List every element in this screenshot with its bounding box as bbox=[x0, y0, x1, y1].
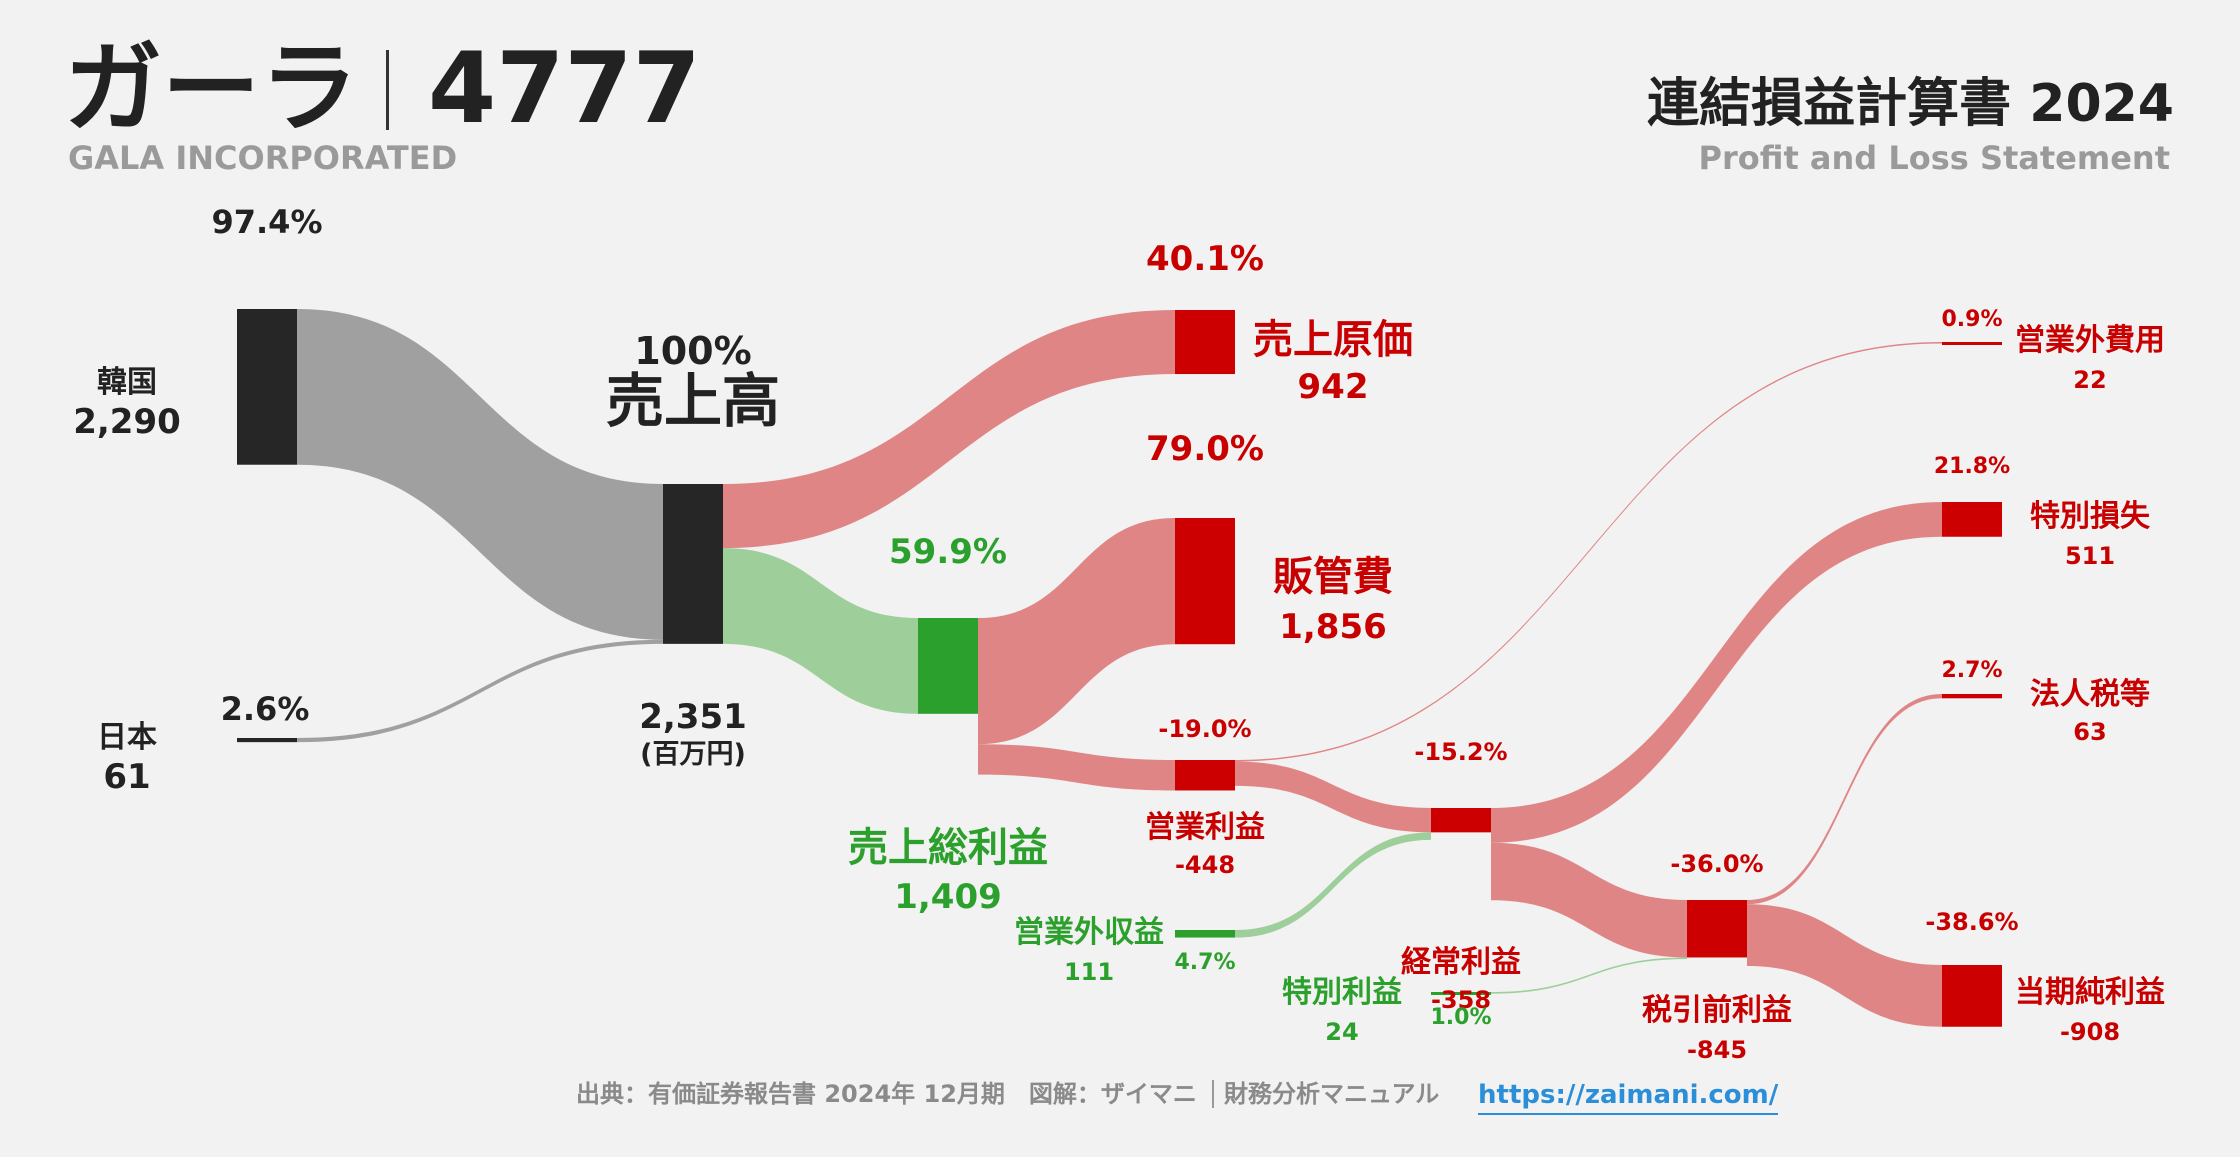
cogs-pct-label: 40.1% bbox=[1146, 239, 1264, 279]
footer-url-link[interactable]: https://zaimani.com/ bbox=[1478, 1080, 1779, 1115]
net-node-bar bbox=[1942, 965, 2002, 1027]
nonop-expense-value-label: 22 bbox=[2073, 366, 2107, 394]
nonop-income-label: 営業外収益 bbox=[1014, 915, 1164, 950]
flow-revenue-to-gross bbox=[723, 548, 918, 714]
stock-code: 4777 bbox=[428, 32, 701, 146]
statement-subtitle: Profit and Loss Statement bbox=[1698, 139, 2170, 177]
flow-ext-gain-to-pretax bbox=[1491, 957, 1687, 994]
op-value-label: -448 bbox=[1174, 851, 1236, 879]
korea-node-bar bbox=[237, 309, 297, 465]
flow-ordinary-to-pretax bbox=[1491, 842, 1687, 958]
korea-label: 韓国 bbox=[97, 365, 157, 400]
ext-loss-label: 特別損失 bbox=[2030, 499, 2150, 534]
sga-pct-label: 79.0% bbox=[1146, 429, 1264, 469]
ordinary-label: 経常利益 bbox=[1401, 945, 1521, 980]
ext-loss-node-bar bbox=[1942, 502, 2002, 537]
footer-source: 出典：有価証券報告書 2024年 12月期 図解：ザイマニ bbox=[576, 1080, 1197, 1108]
company-english-name: GALA INCORPORATED bbox=[68, 139, 458, 177]
flow-japan-to-revenue bbox=[297, 639, 663, 743]
flow-korea-to-revenue bbox=[297, 309, 663, 640]
gross-node-bar bbox=[918, 618, 978, 714]
sga-label: 販管費 bbox=[1273, 554, 1393, 600]
op-label: 営業利益 bbox=[1145, 810, 1265, 845]
gross-value-label: 1,409 bbox=[894, 877, 1002, 917]
footer-separator bbox=[1212, 1080, 1214, 1108]
flow-gross-to-op bbox=[978, 744, 1175, 791]
flow-nonop-income-to-ordinary bbox=[1235, 832, 1431, 938]
cogs-node-bar bbox=[1175, 310, 1235, 375]
flow-gross-to-sga bbox=[978, 518, 1175, 745]
ordinary-pct-label: -15.2% bbox=[1414, 738, 1508, 766]
pretax-node-bar bbox=[1687, 900, 1747, 958]
nonop-exp-node-bar bbox=[1942, 342, 2002, 345]
net-pct-label: -38.6% bbox=[1925, 908, 2019, 936]
gross-pct-label: 59.9% bbox=[889, 532, 1007, 572]
ext-gain-node-bar bbox=[1431, 992, 1491, 995]
cogs-value-label: 942 bbox=[1297, 367, 1369, 407]
korea-value-label: 2,290 bbox=[73, 402, 181, 442]
header-separator bbox=[386, 50, 389, 130]
company-name: ガーラ bbox=[64, 32, 359, 146]
statement-title: 連結損益計算書 2024 bbox=[1647, 74, 2174, 134]
ext-loss-pct-label: 21.8% bbox=[1933, 454, 2011, 479]
op-node-bar bbox=[1175, 760, 1235, 791]
tax-value-label: 63 bbox=[2073, 718, 2107, 746]
nonop-inc-node-bar bbox=[1175, 930, 1235, 938]
nonop-income-value-label: 111 bbox=[1063, 958, 1115, 986]
ext-gain-label: 特別利益 bbox=[1282, 975, 1402, 1010]
gross-label: 売上総利益 bbox=[848, 825, 1048, 871]
korea-pct-label: 97.4% bbox=[211, 203, 323, 241]
ext-gain-pct-label: 1.0% bbox=[1430, 1005, 1492, 1030]
japan-node-bar bbox=[237, 738, 297, 743]
net-value-label: -908 bbox=[2059, 1018, 2121, 1046]
pretax-value-label: -845 bbox=[1686, 1036, 1748, 1064]
sga-node-bar bbox=[1175, 518, 1235, 645]
flow-pretax-to-net bbox=[1747, 904, 1942, 1027]
op-pct-label: -19.0% bbox=[1158, 715, 1252, 743]
unit-label: (百万円) bbox=[640, 739, 746, 770]
revenue-label: 売上高 bbox=[605, 367, 781, 435]
tax-pct-label: 2.7% bbox=[1941, 658, 2003, 683]
revenue-pct-label: 100% bbox=[634, 329, 752, 373]
flow-ordinary-to-ext-loss bbox=[1491, 502, 1942, 843]
flow-revenue-to-cogs bbox=[723, 310, 1175, 549]
tax-label: 法人税等 bbox=[2030, 677, 2150, 712]
revenue-value-label: 2,351 bbox=[639, 697, 747, 737]
net-label: 当期純利益 bbox=[2015, 975, 2165, 1010]
footer-brand: 財務分析マニュアル bbox=[1224, 1080, 1440, 1108]
ordinary-node-bar bbox=[1431, 808, 1491, 833]
pretax-pct-label: -36.0% bbox=[1670, 850, 1764, 878]
flow-pretax-to-tax bbox=[1747, 694, 1942, 905]
ordinary-value-label: -358 bbox=[1430, 986, 1492, 1014]
nonop-expense-pct-label: 0.9% bbox=[1941, 307, 2003, 332]
nonop-expense-label: 営業外費用 bbox=[2015, 323, 2165, 358]
pretax-label: 税引前利益 bbox=[1642, 993, 1792, 1028]
nonop-income-pct-label: 4.7% bbox=[1174, 950, 1236, 975]
japan-pct-label: 2.6% bbox=[220, 690, 310, 728]
ext-loss-value-label: 511 bbox=[2064, 542, 2116, 570]
cogs-label: 売上原価 bbox=[1253, 317, 1413, 363]
flow-op-to-ordinary bbox=[1235, 761, 1431, 833]
tax-node-bar bbox=[1942, 694, 2002, 699]
ext-gain-value-label: 24 bbox=[1325, 1018, 1359, 1046]
japan-value-label: 61 bbox=[103, 757, 151, 797]
revenue-node-bar bbox=[663, 484, 723, 644]
sga-value-label: 1,856 bbox=[1279, 607, 1387, 647]
japan-label: 日本 bbox=[97, 720, 157, 755]
flow-op-to-nonop-expense bbox=[1235, 342, 1942, 762]
